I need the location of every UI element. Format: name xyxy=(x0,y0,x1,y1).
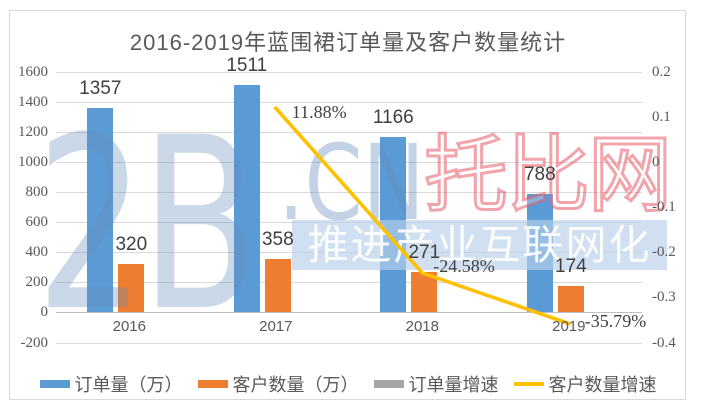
bar-value-label: 1511 xyxy=(226,54,268,76)
bar-value-label: 788 xyxy=(523,163,556,185)
gridline xyxy=(56,131,642,133)
left-axis-tick-label: -200 xyxy=(20,334,49,351)
left-axis-tick-label: 1000 xyxy=(18,153,48,170)
legend-item: 订单量增速 xyxy=(373,371,499,397)
legend-item: 订单量（万） xyxy=(39,371,183,397)
bar-order-volume xyxy=(87,108,114,313)
gridline xyxy=(56,312,642,314)
right-axis-tick-label: -0.2 xyxy=(652,244,676,261)
legend-bar-swatch-icon xyxy=(39,380,70,388)
legend-label: 客户数量（万） xyxy=(232,375,359,395)
legend-item: 客户数量（万） xyxy=(197,371,359,397)
right-axis-tick-label: 0.2 xyxy=(652,63,671,80)
legend-bar-swatch-icon xyxy=(197,380,228,388)
left-axis-tick-label: 400 xyxy=(25,244,49,261)
right-axis-tick-label: -0.3 xyxy=(652,289,676,306)
left-axis-tick-label: 200 xyxy=(25,274,49,291)
bar-customer-count xyxy=(557,286,584,313)
bar-value-label: 174 xyxy=(554,256,587,278)
x-axis-category-label: 2016 xyxy=(112,318,146,335)
left-axis-tick-label: 800 xyxy=(25,183,49,200)
chart-frame xyxy=(9,10,686,400)
bar-value-label: 1166 xyxy=(372,106,414,128)
gridline xyxy=(56,282,642,284)
bar-customer-count xyxy=(118,264,145,313)
chart-title: 2016-2019年蓝围裙订单量及客户数量统计 xyxy=(129,30,567,55)
gridline xyxy=(56,71,642,73)
bar-value-label: 320 xyxy=(115,234,148,256)
bar-order-volume xyxy=(233,84,260,313)
legend-label: 客户数量增速 xyxy=(548,375,657,395)
gridline xyxy=(56,161,642,163)
line-value-label: 11.88% xyxy=(291,102,347,123)
bar-value-label: 1357 xyxy=(79,78,122,100)
chart-legend: 订单量（万） 客户数量（万） 订单量增速 客户数量增速 xyxy=(9,371,687,397)
x-axis-category-label: 2018 xyxy=(405,318,439,335)
bar-value-label: 358 xyxy=(261,228,294,250)
legend-line-swatch-icon xyxy=(513,382,544,386)
left-axis-tick-label: 0 xyxy=(40,304,49,321)
left-axis-tick-label: 1400 xyxy=(18,93,48,110)
left-axis-tick-label: 1600 xyxy=(18,63,48,80)
bar-customer-count xyxy=(264,258,291,313)
x-axis-category-label: 2019 xyxy=(552,318,586,335)
right-axis-tick-label: 0.1 xyxy=(652,108,671,125)
legend-label: 订单量（万） xyxy=(74,375,183,395)
right-axis-tick-label: -0.1 xyxy=(652,199,676,215)
right-axis-tick-label: -0.4 xyxy=(652,334,676,351)
gridline xyxy=(56,101,642,103)
legend-bar-swatch-icon xyxy=(373,380,404,388)
right-axis-tick-label: 0 xyxy=(652,153,660,170)
gridline xyxy=(56,342,642,344)
legend-label: 订单量增速 xyxy=(408,375,499,395)
legend-item: 客户数量增速 xyxy=(513,371,657,397)
customer-growth-line xyxy=(273,106,571,326)
line-value-label: -35.79% xyxy=(584,310,647,331)
x-axis-category-label: 2017 xyxy=(259,318,293,335)
left-axis-tick-label: 600 xyxy=(25,214,49,231)
left-axis-tick-label: 1200 xyxy=(18,123,48,140)
line-value-label: -24.58% xyxy=(433,255,495,276)
